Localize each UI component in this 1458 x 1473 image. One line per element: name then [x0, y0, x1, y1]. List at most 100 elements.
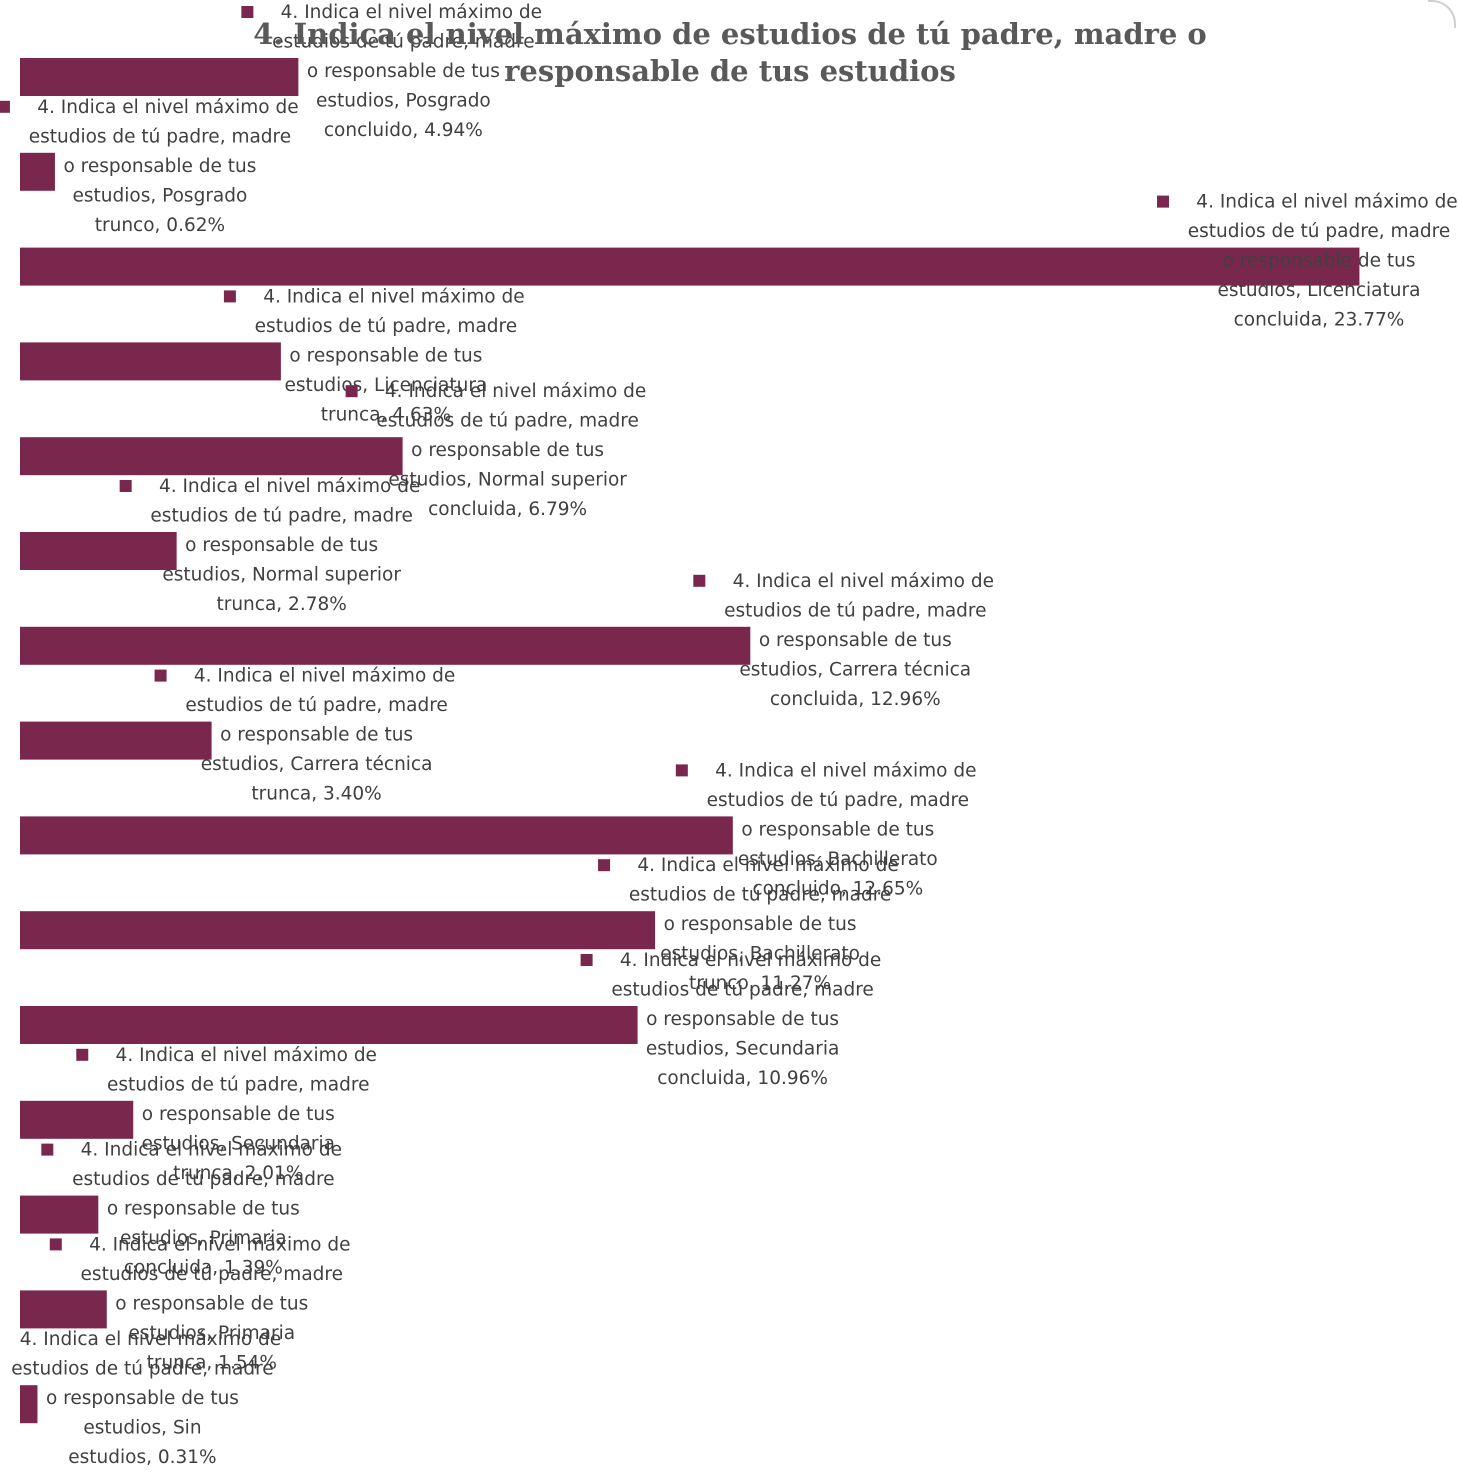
- data-label-12-line-2: estudios de tú padre, madre: [107, 1074, 369, 1095]
- bar-3: [20, 247, 1360, 286]
- data-label-12-line-3: o responsable de tus: [142, 1104, 335, 1125]
- data-label-10-line-5: trunco, 11.27%: [689, 973, 831, 994]
- bar-15: [20, 1385, 38, 1424]
- bar-2: [20, 152, 55, 191]
- data-label-3-line-5: concluida, 23.77%: [1234, 310, 1405, 331]
- data-label-14: 4. Indica el nivel máximo de estudios de …: [49, 1234, 350, 1373]
- data-label-6-line-3: o responsable de tus: [185, 535, 378, 556]
- data-label-2: 4. Indica el nivel máximo de estudios de …: [0, 97, 299, 236]
- data-label-10-line-3: o responsable de tus: [664, 914, 857, 935]
- data-label-10-line-4: estudios, Bachillerato: [660, 944, 860, 965]
- data-label-8-line-2: estudios de tú padre, madre: [185, 695, 447, 716]
- data-label-1-line-3: o responsable de tus: [307, 61, 500, 82]
- data-label-11-line-5: concluida, 10.96%: [657, 1068, 828, 1089]
- legend-key-6: [119, 480, 132, 492]
- data-label-4-line-1: 4. Indica el nivel máximo de: [263, 286, 524, 307]
- bar-14: [20, 1290, 107, 1329]
- legend-key-1: [241, 6, 254, 18]
- data-label-11: 4. Indica el nivel máximo de estudios de …: [580, 950, 881, 1089]
- data-label-5-line-4: estudios, Normal superior: [388, 470, 627, 491]
- bar-6: [20, 532, 177, 570]
- bar-12: [20, 1100, 134, 1139]
- data-label-15-line-4: estudios, Sin: [83, 1418, 201, 1439]
- data-label-15-line-1: 4. Indica el nivel máximo de: [20, 1329, 281, 1350]
- data-label-10-line-2: estudios de tú padre, madre: [629, 885, 891, 906]
- data-label-13-line-1: 4. Indica el nivel máximo de: [81, 1140, 342, 1161]
- data-label-15-line-3: o responsable de tus: [46, 1388, 239, 1409]
- data-label-2-line-2: estudios de tú padre, madre: [29, 126, 291, 147]
- data-label-8: 4. Indica el nivel máximo de estudios de …: [154, 666, 455, 805]
- data-label-4-line-5: trunca, 4.63%: [321, 404, 451, 425]
- data-label-14-line-3: o responsable de tus: [115, 1293, 308, 1314]
- data-label-6-line-2: estudios de tú padre, madre: [150, 506, 412, 527]
- data-label-7-line-2: estudios de tú padre, madre: [724, 600, 986, 621]
- data-label-8-line-5: trunca, 3.40%: [251, 784, 381, 805]
- data-label-14-line-2: estudios de tú padre, madre: [81, 1264, 343, 1285]
- legend-key-11: [580, 954, 593, 966]
- legend-key-5: [345, 385, 358, 398]
- legend-key-8: [154, 669, 167, 682]
- data-label-9-line-3: o responsable de tus: [741, 819, 934, 840]
- data-label-2-line-5: trunco, 0.62%: [95, 215, 225, 236]
- data-label-14-line-4: estudios, Primaria: [128, 1323, 295, 1344]
- data-label-7: 4. Indica el nivel máximo de estudios de …: [693, 571, 994, 710]
- data-label-8-line-1: 4. Indica el nivel máximo de: [194, 666, 455, 687]
- data-label-4-line-4: estudios, Licenciatura: [284, 375, 487, 396]
- data-label-5-line-2: estudios de tú padre, madre: [376, 411, 638, 432]
- data-label-9: 4. Indica el nivel máximo de estudios de …: [675, 760, 977, 899]
- data-label-3: 4. Indica el nivel máximo de estudios de …: [1157, 192, 1458, 331]
- data-label-11-line-3: o responsable de tus: [646, 1009, 839, 1030]
- data-label-15-line-2: estudios de tú padre, madre: [11, 1359, 273, 1380]
- bar-13: [20, 1195, 99, 1234]
- data-label-9-line-5: concluido, 12.65%: [752, 878, 923, 899]
- legend-key-4: [223, 290, 236, 303]
- legend-key-10: [598, 859, 611, 872]
- data-label-11-line-2: estudios de tú padre, madre: [611, 980, 873, 1001]
- data-label-1: 4. Indica el nivel máximo de estudios de …: [241, 2, 542, 141]
- data-label-4-line-3: o responsable de tus: [289, 345, 482, 366]
- data-label-7-line-3: o responsable de tus: [759, 630, 952, 651]
- data-label-1-line-4: estudios, Posgrado: [316, 91, 491, 112]
- bar-9: [20, 816, 733, 855]
- legend-key-14: [49, 1238, 62, 1251]
- data-label-1-line-1: 4. Indica el nivel máximo de: [281, 2, 542, 23]
- data-label-11-line-1: 4. Indica el nivel máximo de: [620, 950, 881, 971]
- bar-1: [20, 58, 299, 96]
- data-label-7-line-4: estudios, Carrera técnica: [739, 659, 971, 680]
- data-label-2-line-3: o responsable de tus: [63, 156, 256, 177]
- data-label-14-line-1: 4. Indica el nivel máximo de: [89, 1234, 350, 1255]
- data-label-9-line-2: estudios de tú padre, madre: [707, 790, 969, 811]
- data-label-13-line-4: estudios, Primaria: [120, 1228, 287, 1249]
- data-label-15-line-5: estudios, 0.31%: [68, 1447, 216, 1468]
- data-label-14-line-5: trunca, 1.54%: [147, 1352, 277, 1373]
- legend-key-9: [675, 764, 688, 777]
- data-label-13-line-5: concluida, 1.39%: [124, 1258, 283, 1279]
- data-label-11-line-4: estudios, Secundaria: [646, 1039, 840, 1060]
- data-label-5: 4. Indica el nivel máximo de estudios de …: [345, 381, 646, 520]
- data-label-3-line-1: 4. Indica el nivel máximo de: [1196, 192, 1457, 213]
- data-label-7-line-5: concluida, 12.96%: [770, 689, 941, 710]
- data-label-2-line-1: 4. Indica el nivel máximo de: [37, 97, 298, 118]
- data-label-4-line-2: estudios de tú padre, madre: [255, 316, 517, 337]
- legend-key-3: [1157, 195, 1169, 208]
- bar-10: [20, 911, 656, 950]
- data-label-5-line-1: 4. Indica el nivel máximo de: [385, 381, 646, 402]
- data-label-12: 4. Indica el nivel máximo de estudios de …: [76, 1045, 377, 1184]
- data-label-6-line-4: estudios, Normal superior: [162, 565, 401, 586]
- data-label-3-line-4: estudios, Licenciatura: [1218, 280, 1421, 301]
- legend-key-2: [0, 100, 10, 113]
- data-label-8-line-3: o responsable de tus: [220, 725, 413, 746]
- bar-5: [20, 437, 403, 476]
- data-label-10: 4. Indica el nivel máximo de estudios de …: [598, 855, 899, 994]
- bar-8: [20, 721, 212, 760]
- data-label-13: 4. Indica el nivel máximo de estudios de …: [41, 1140, 342, 1279]
- data-label-7-line-1: 4. Indica el nivel máximo de: [733, 571, 994, 592]
- data-label-9-line-4: estudios, Bachillerato: [738, 849, 938, 870]
- data-label-2-line-4: estudios, Posgrado: [73, 185, 248, 206]
- data-label-12-line-1: 4. Indica el nivel máximo de: [116, 1045, 377, 1066]
- bar-7: [20, 626, 751, 665]
- data-label-13-line-2: estudios de tú padre, madre: [72, 1169, 334, 1190]
- data-label-1-line-2: estudios de tú padre, madre: [272, 32, 534, 53]
